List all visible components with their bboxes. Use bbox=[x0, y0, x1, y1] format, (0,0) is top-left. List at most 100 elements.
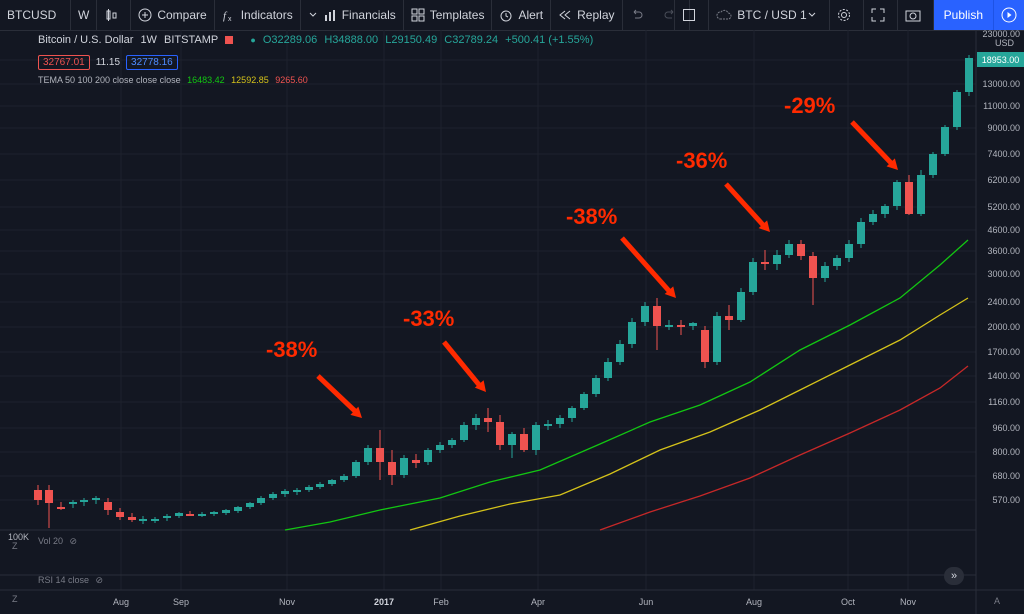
rsi-pane-label: Z bbox=[12, 594, 18, 604]
price-axis-label: 800.00 bbox=[992, 447, 1020, 457]
candle-body bbox=[460, 425, 468, 440]
price-axis-label: 960.00 bbox=[992, 423, 1020, 433]
eye-off-icon[interactable]: ⊘ bbox=[95, 575, 104, 585]
candle-body bbox=[269, 494, 277, 498]
candle-body bbox=[701, 330, 709, 362]
eye-off-icon[interactable]: ⊘ bbox=[69, 536, 78, 546]
publish-button[interactable]: Publish bbox=[933, 0, 993, 30]
square-icon bbox=[683, 9, 696, 21]
candle-body bbox=[917, 175, 925, 214]
tema-legend[interactable]: TEMA 50 100 200 close close close 16483.… bbox=[38, 75, 308, 85]
annotation-arrow bbox=[724, 182, 766, 228]
symbol-title[interactable]: Bitcoin / U.S. Dollar bbox=[38, 34, 134, 46]
candle-body bbox=[163, 516, 171, 518]
annotation-arrow bbox=[442, 340, 482, 388]
candle-body bbox=[749, 262, 757, 292]
templates-button[interactable]: Templates bbox=[404, 0, 493, 30]
time-axis-label: Jun bbox=[638, 597, 654, 607]
replay-label: Replay bbox=[577, 8, 615, 22]
currency-label: USD bbox=[994, 38, 1014, 48]
bid-ask-row: 32767.01 11.15 32778.16 bbox=[38, 55, 178, 70]
candle-body bbox=[689, 323, 697, 326]
candle-body bbox=[69, 502, 77, 504]
alert-button[interactable]: Alert bbox=[492, 0, 552, 30]
redo-button[interactable] bbox=[656, 0, 690, 30]
current-price-tag: 18953.00 bbox=[977, 52, 1024, 67]
candle-body bbox=[761, 262, 769, 264]
rsi-legend[interactable]: RSI 14 close ⊘ bbox=[38, 575, 103, 586]
candle-body bbox=[809, 256, 817, 278]
tema-line bbox=[599, 365, 969, 531]
financials-button[interactable]: Financials bbox=[301, 0, 404, 30]
chart-type-button[interactable] bbox=[97, 0, 132, 30]
candle-body bbox=[352, 462, 360, 476]
financials-icon bbox=[324, 10, 335, 21]
candle-body bbox=[869, 214, 877, 222]
candle-body bbox=[965, 58, 973, 92]
compare-button[interactable]: Compare bbox=[131, 0, 215, 30]
bid-price[interactable]: 32767.01 bbox=[38, 55, 90, 70]
symbol-search[interactable]: BTCUSD bbox=[0, 0, 71, 30]
fullscreen-toggle[interactable] bbox=[674, 0, 710, 30]
candle-body bbox=[857, 222, 865, 244]
legend-low: L29150.49 bbox=[385, 34, 438, 46]
candle-body bbox=[316, 484, 324, 487]
time-axis-label: Sep bbox=[172, 597, 190, 607]
time-axis-label: Feb bbox=[433, 597, 449, 607]
arrow-head bbox=[758, 220, 770, 232]
flag-icon[interactable] bbox=[225, 36, 234, 45]
fullscreen-button[interactable] bbox=[864, 0, 898, 30]
price-axis[interactable]: 23000.0016000.0013000.0011000.009000.007… bbox=[976, 29, 1024, 530]
candle-body bbox=[941, 127, 949, 154]
interval-label: W bbox=[78, 8, 90, 22]
annotation-arrow bbox=[620, 236, 672, 294]
price-axis-label: 5200.00 bbox=[987, 202, 1020, 212]
candle-body bbox=[175, 513, 183, 516]
price-chart[interactable]: Z Z bbox=[0, 30, 1024, 614]
candle-body bbox=[929, 154, 937, 175]
layout-menu[interactable]: BTC / USD 1 bbox=[709, 0, 830, 30]
legend-change: +500.41 (+1.55%) bbox=[505, 34, 594, 46]
candle-body bbox=[592, 378, 600, 394]
settings-button[interactable] bbox=[830, 0, 864, 30]
price-axis-label: 13000.00 bbox=[982, 79, 1020, 89]
candle-body bbox=[57, 507, 65, 509]
candle-body bbox=[665, 325, 673, 327]
candle-body bbox=[104, 502, 112, 510]
auto-scale-button[interactable]: A bbox=[994, 596, 1001, 606]
candle-body bbox=[725, 316, 733, 320]
candle-body bbox=[845, 244, 853, 258]
candle-body bbox=[508, 434, 516, 445]
volume-scale-label: 100K bbox=[8, 532, 30, 542]
scroll-right-button[interactable]: » bbox=[944, 567, 964, 585]
price-axis-label: 4600.00 bbox=[987, 225, 1020, 235]
legend-high: H34888.00 bbox=[324, 34, 379, 46]
annotation-arrow bbox=[850, 120, 894, 166]
replay-button[interactable]: Replay bbox=[551, 0, 623, 30]
tema-line bbox=[409, 297, 969, 531]
price-axis-label: 3000.00 bbox=[987, 269, 1020, 279]
ask-price[interactable]: 32778.16 bbox=[126, 55, 178, 70]
snapshot-button[interactable] bbox=[898, 0, 934, 30]
candle-body bbox=[520, 434, 528, 450]
time-axis-label: Apr bbox=[530, 597, 546, 607]
play-button[interactable] bbox=[993, 0, 1024, 30]
time-axis-label: Nov bbox=[278, 597, 296, 607]
candle-body bbox=[246, 503, 254, 507]
volume-legend[interactable]: Vol 20 ⊘ bbox=[38, 536, 77, 547]
tema-label: TEMA 50 100 200 close close close bbox=[38, 75, 181, 85]
candle-body bbox=[92, 498, 100, 500]
price-axis-label: 9000.00 bbox=[987, 123, 1020, 133]
compare-label: Compare bbox=[157, 8, 207, 22]
candle-body bbox=[544, 424, 552, 426]
price-axis-label: 1400.00 bbox=[987, 371, 1020, 381]
annotation-arrows bbox=[316, 120, 898, 418]
annotation-arrow bbox=[316, 374, 358, 414]
candle-body bbox=[833, 258, 841, 266]
interval-button[interactable]: W bbox=[71, 0, 98, 30]
undo-button[interactable] bbox=[623, 0, 656, 30]
candle-body bbox=[893, 182, 901, 206]
financials-label: Financials bbox=[341, 8, 396, 22]
